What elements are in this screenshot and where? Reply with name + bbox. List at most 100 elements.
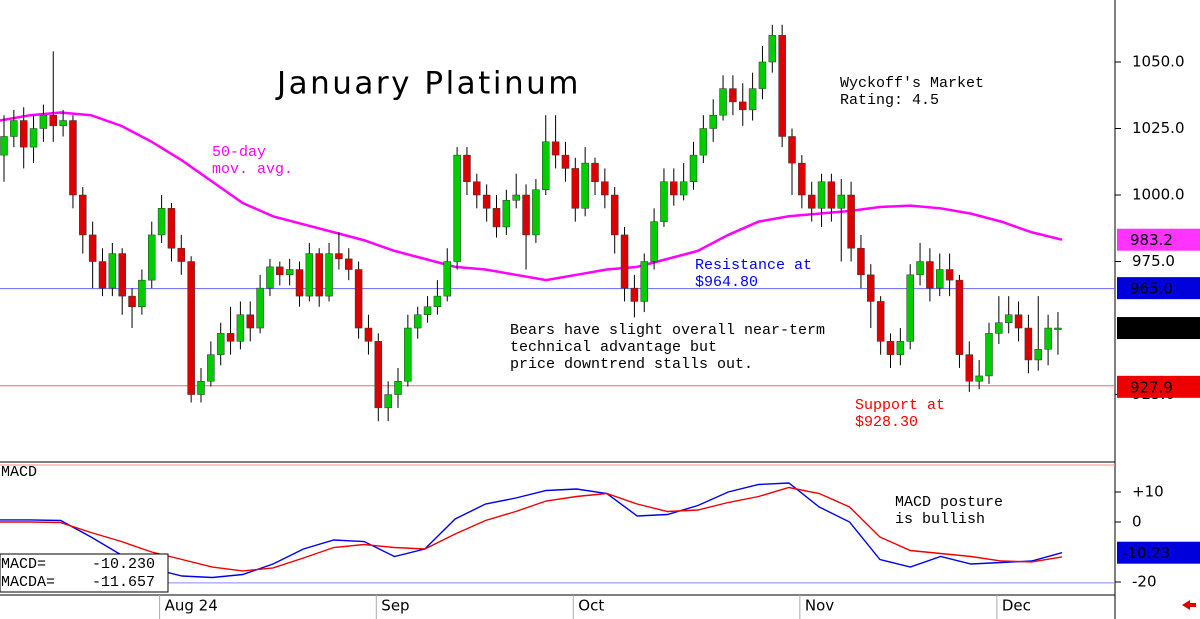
candle-body: [817, 181, 826, 209]
annotation: Resistance at: [695, 257, 812, 274]
candle-body: [551, 141, 560, 156]
candle-body: [640, 261, 648, 302]
candle-body: [98, 261, 107, 289]
candle-body: [936, 269, 944, 289]
candle-body: [364, 327, 373, 342]
candle-body: [542, 141, 550, 190]
candle-body: [305, 253, 314, 297]
scroll-arrow: [1182, 600, 1196, 610]
panel-title: MACD: [1, 464, 37, 481]
moving-average: [0, 111, 1063, 282]
candle-body: [39, 114, 48, 129]
candle-body: [10, 120, 18, 137]
candle-body: [945, 269, 954, 281]
candle-body: [118, 253, 126, 297]
candle-body: [177, 247, 186, 262]
candle-body: [207, 354, 215, 382]
annotation: Support at: [855, 397, 945, 414]
annotation: technical advantage but: [510, 339, 717, 356]
candle-body: [88, 234, 97, 262]
candle-body: [601, 181, 609, 196]
candle-body: [374, 341, 383, 409]
price-label-box: [1117, 277, 1200, 300]
annotation: Bears have slight overall near-term: [510, 322, 825, 339]
annotation: mov. avg.: [212, 161, 293, 178]
candle-body: [807, 194, 816, 209]
annotation: is bullish: [895, 511, 985, 528]
annotation: $928.30: [855, 414, 918, 431]
candle-body: [236, 314, 245, 342]
candle-body: [443, 261, 451, 297]
chart-title: January Platinum: [275, 66, 581, 102]
readout-box: [0, 553, 169, 593]
candle-body: [315, 253, 323, 297]
candle-body: [699, 128, 708, 156]
candle-body: [128, 295, 136, 308]
candle-body: [148, 234, 156, 281]
candle-body: [187, 261, 195, 395]
candle-body: [167, 208, 176, 249]
candle-body: [965, 354, 974, 382]
candle-body: [157, 208, 166, 236]
date-label: Nov: [805, 597, 834, 615]
candle-body: [108, 253, 117, 289]
annotation: $964.80: [695, 274, 758, 291]
candle-body: [345, 258, 353, 270]
candle-body: [69, 120, 77, 196]
candle-body: [384, 394, 392, 409]
candle-body: [492, 208, 501, 228]
readout-value: -11.657: [92, 574, 155, 591]
y-tick-label: 1000.0: [1132, 186, 1185, 204]
candle-body: [512, 194, 520, 201]
candle-body: [522, 194, 530, 236]
annotation: Rating: 4.5: [840, 92, 939, 109]
candle-body: [423, 306, 432, 315]
price-label: 983.2: [1130, 231, 1173, 249]
readout-name: MACD=: [1, 556, 46, 573]
candle-body: [985, 333, 993, 377]
candle-body: [473, 181, 481, 196]
candle-body: [482, 194, 491, 209]
candle-body: [413, 314, 422, 329]
y-tick-label: 975.0: [1132, 252, 1175, 270]
candle-body: [650, 221, 658, 262]
candle-body: [995, 322, 1003, 334]
date-label: Aug 24: [165, 597, 218, 615]
candle-body: [679, 181, 688, 196]
candle-body: [886, 341, 895, 355]
candle-body: [916, 261, 924, 276]
price-label-box: [1117, 228, 1200, 251]
annotation: MACD posture: [895, 494, 1003, 511]
y-tick-label: -20: [1132, 573, 1157, 591]
candle-body: [867, 274, 875, 302]
candle-body: [197, 380, 205, 395]
price-label-box: [1117, 317, 1200, 340]
candle-body: [216, 333, 225, 355]
candle-body: [729, 88, 737, 103]
candle-body: [670, 181, 678, 196]
candle-body: [610, 194, 619, 236]
candle-body: [354, 269, 363, 329]
candle-body: [581, 162, 589, 209]
candle-body: [394, 380, 402, 395]
candle-body: [660, 181, 668, 222]
price-label: 965.0: [1130, 280, 1173, 298]
candle-body: [778, 35, 786, 137]
candle-body: [29, 128, 38, 148]
readout-value: -10.230: [92, 556, 155, 573]
candle-body: [295, 269, 304, 297]
candle-body: [896, 341, 905, 355]
annotation: price downtrend stalls out.: [510, 356, 753, 373]
candle-body: [285, 269, 294, 276]
macd-label-box: [1117, 541, 1200, 564]
candle-body: [876, 301, 885, 342]
candle-body: [1014, 314, 1023, 329]
candle-body: [768, 35, 777, 63]
readout-name: MACDA=: [1, 574, 55, 591]
candle-body: [955, 279, 964, 355]
y-tick-label: +10: [1132, 483, 1164, 501]
candle-body: [739, 101, 747, 111]
candle-body: [798, 162, 806, 196]
candle-body: [906, 274, 914, 342]
